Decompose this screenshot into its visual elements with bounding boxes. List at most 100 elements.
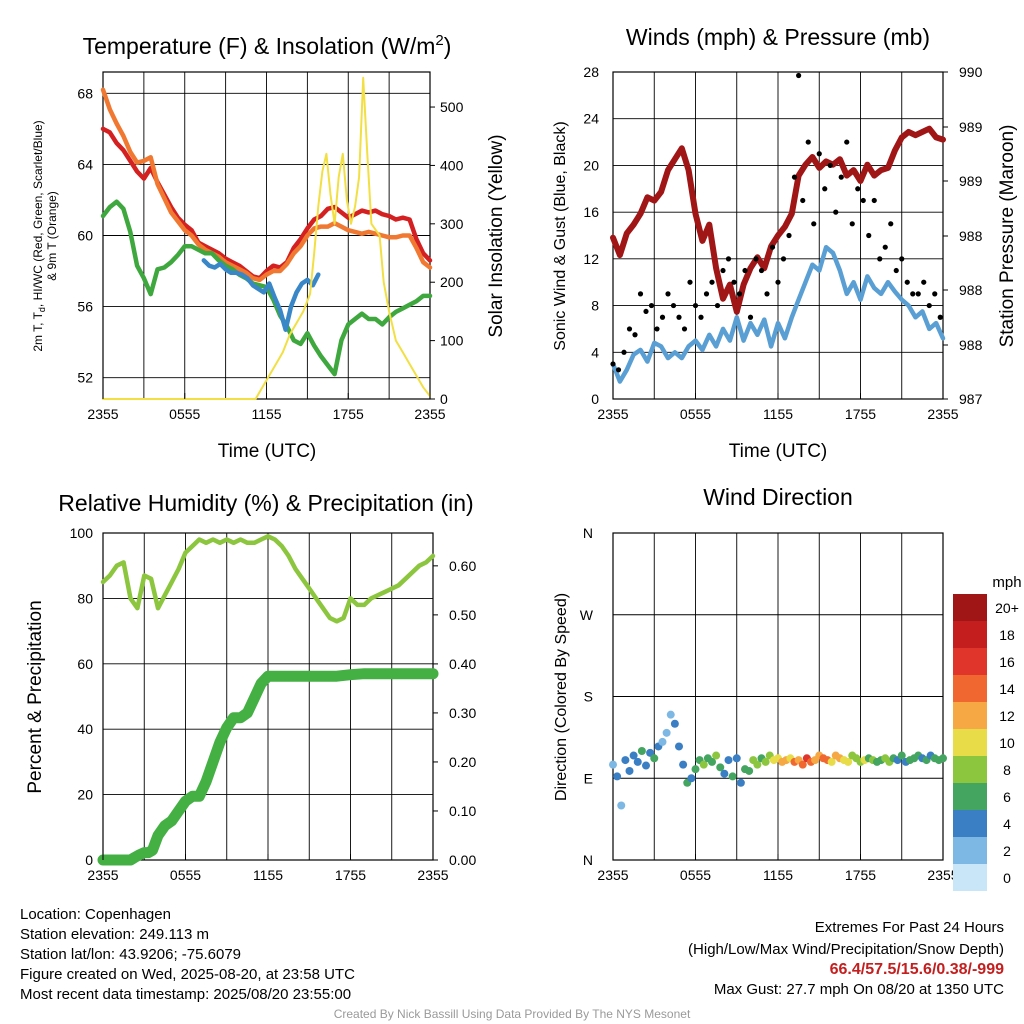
y-tick-label: 0: [591, 391, 599, 407]
gust-point: [921, 279, 927, 285]
x-tick-label: 1755: [333, 406, 364, 422]
x-tick-label: 2355: [927, 406, 958, 422]
colorbar-label: 10: [999, 735, 1015, 751]
gust-point: [687, 279, 693, 285]
gust-point: [833, 209, 839, 215]
direction-point: [724, 756, 733, 765]
y-tick-label-right: 988: [959, 228, 983, 244]
y-tick-label: 68: [77, 85, 93, 101]
extremes-subtitle: (High/Low/Max Wind/Precipitation/Snow De…: [688, 941, 1004, 958]
station-latlon: Station lat/lon: 43.9206; -75.6079: [20, 946, 242, 963]
x-tick-label: 0555: [170, 867, 201, 883]
gust-point: [800, 197, 806, 204]
gust-point: [796, 72, 802, 79]
y-tick-label: 56: [77, 299, 93, 315]
x-tick-label: 2355: [87, 406, 118, 422]
winds-ylabel-right: Station Pressure (Maroon): [997, 125, 1018, 348]
series-line-0: [100, 534, 436, 624]
x-tick-label: 1755: [845, 406, 876, 422]
winds-xlabel: Time (UTC): [729, 441, 828, 462]
series-line-4: [102, 76, 431, 400]
gust-point: [665, 291, 671, 297]
winds-title: Winds (mph) & Pressure (mb): [626, 24, 930, 50]
direction-point: [679, 760, 688, 769]
direction-point: [827, 757, 836, 766]
gust-point: [676, 314, 682, 320]
gust-point: [811, 221, 817, 227]
y-tick-label: 60: [77, 656, 93, 672]
gust-point: [692, 302, 699, 309]
gust-point: [626, 326, 633, 332]
series-line-1: [610, 244, 946, 384]
y-tick-label: 40: [77, 721, 93, 737]
direction-point: [745, 766, 754, 775]
gust-point: [904, 279, 910, 285]
dir-title: Wind Direction: [703, 484, 853, 510]
gust-point: [910, 291, 916, 297]
gust-point: [670, 302, 677, 309]
y-tick-label-right: 400: [440, 157, 464, 173]
series-line-3: [201, 258, 321, 332]
x-tick-label: 2355: [597, 406, 628, 422]
direction-point: [699, 760, 708, 769]
colorbar-swatch: [953, 756, 987, 783]
direction-point: [642, 761, 650, 770]
gust-point: [849, 221, 855, 227]
gust-point: [703, 291, 710, 297]
direction-point: [617, 801, 626, 810]
colorbar-swatch: [953, 864, 987, 891]
colorbar-swatch: [953, 837, 987, 864]
direction-point: [646, 748, 655, 757]
y-tick-label-right: 988: [959, 337, 983, 353]
colorbar-label: 18: [999, 627, 1015, 643]
direction-point: [897, 751, 906, 760]
y-tick-label-right: 987: [959, 391, 983, 407]
direction-point: [658, 737, 667, 746]
x-tick-label: 2355: [597, 867, 628, 883]
y-tick-label-right: 988: [959, 282, 983, 298]
y-tick-label-right: 989: [959, 173, 983, 189]
colorbar-label: 12: [999, 708, 1015, 724]
y-tick-label: 8: [591, 298, 599, 314]
winds-panel: Winds (mph) & Pressure (mb) 2355 0555 1155…: [552, 24, 1018, 462]
gust-point: [714, 302, 721, 309]
y-tick-label: 60: [77, 228, 93, 244]
direction-point: [939, 754, 947, 763]
y-tick-label-right: 200: [440, 274, 464, 290]
winds-ylabel-left: Sonic Wind & Gust (Blue, Black): [552, 121, 569, 350]
x-tick-label: 1155: [763, 406, 793, 422]
gust-point: [882, 244, 888, 250]
direction-point: [675, 742, 683, 751]
gust-point: [855, 186, 861, 192]
direction-point: [633, 757, 642, 766]
direction-point: [662, 728, 671, 737]
gust-point: [742, 267, 748, 274]
y-tick-label: 20: [583, 157, 599, 173]
station-elevation: Station elevation: 249.113 m: [20, 926, 210, 943]
direction-point: [613, 772, 622, 781]
y-tick-label: 12: [583, 251, 599, 267]
gust-point: [637, 291, 644, 297]
max-gust: Max Gust: 27.7 mph On 08/20 at 1350 UTC: [713, 981, 1004, 998]
gust-point: [838, 174, 844, 180]
colorbar-swatch: [953, 783, 987, 810]
y-tick-label: S: [584, 689, 593, 705]
extremes-box: Extremes For Past 24 Hours (High/Low/Max…: [688, 918, 1004, 1000]
rh-panel: Relative Humidity (%) & Precipitation (i…: [25, 490, 476, 883]
gust-point: [615, 367, 622, 373]
temp-ylabel-left: 2m T, Td, HI/WC (Red, Green, Scarlet/Blu…: [31, 120, 47, 351]
gust-point: [736, 291, 743, 297]
station-info: Location: Copenhagen Station elevation: …: [20, 905, 355, 1005]
y-tick-label-right: 989: [959, 119, 983, 135]
gust-point: [877, 256, 883, 262]
y-tick-label: N: [583, 852, 593, 868]
direction-point: [691, 765, 700, 774]
x-tick-label: 0555: [169, 406, 200, 422]
y-tick-label: 20: [77, 787, 93, 803]
gust-point: [753, 256, 759, 262]
gust-point: [827, 162, 833, 169]
series-line-1: [100, 87, 433, 283]
direction-point: [736, 778, 745, 787]
winds-lines: [610, 72, 946, 384]
colorbar-label: 6: [1003, 789, 1011, 805]
